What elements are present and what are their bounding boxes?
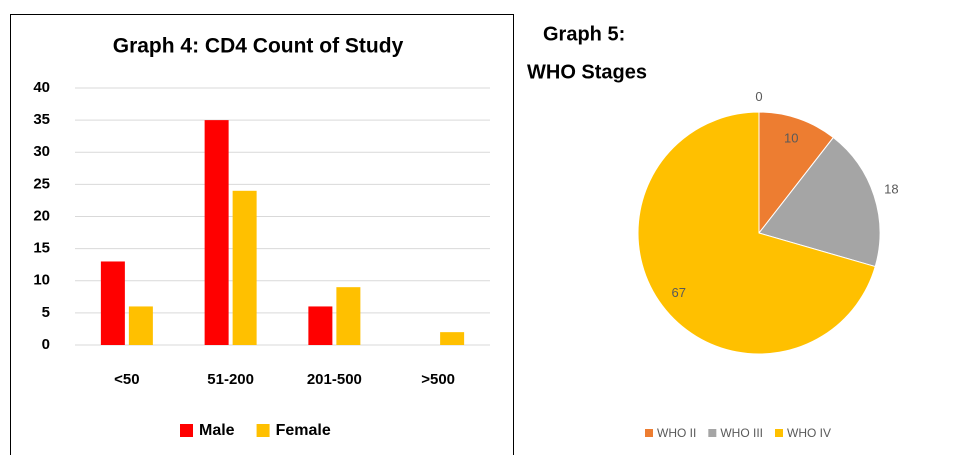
legend-swatch [645,429,653,437]
y-tick-label: 5 [42,304,50,321]
x-tick-label: 201-500 [307,371,362,388]
chart-border [10,14,514,455]
y-tick-label: 25 [33,175,50,192]
bar [128,306,153,345]
legend-swatch [775,429,783,437]
y-tick-label: 0 [42,336,50,353]
y-tick-label: 30 [33,143,50,160]
y-tick-label: 35 [33,111,50,128]
pie-slice [637,111,876,355]
legend-label: WHO III [720,426,763,440]
legend-swatch [708,429,717,437]
bar [440,332,465,345]
data-label: 10 [784,131,798,146]
pie-slice [758,111,835,235]
bar [336,287,361,345]
legend-swatch [256,424,270,437]
y-tick-label: 15 [33,240,50,257]
data-label: 67 [672,285,686,300]
data-label: 0 [755,89,762,104]
x-tick-label: >500 [421,371,455,388]
legend-swatch [180,424,193,437]
chart-title: Graph 4: CD4 Count of Study [113,35,404,58]
pie-slice [758,136,881,268]
legend-label: WHO IV [787,426,831,440]
y-tick-label: 20 [33,207,50,224]
legend-label: Male [199,422,235,439]
y-tick-label: 10 [33,272,50,289]
bar [100,261,125,345]
chart-title: WHO Stages [527,61,647,83]
bar [232,190,257,345]
data-label: 18 [884,181,898,196]
x-tick-label: <50 [114,371,139,388]
legend-label: Female [276,422,331,439]
chart-title: Graph 5: [543,23,625,45]
y-tick-label: 40 [33,79,50,96]
bar [204,120,229,345]
legend-label: WHO II [657,426,696,440]
bar [308,306,333,345]
x-tick-label: 51-200 [207,371,254,388]
